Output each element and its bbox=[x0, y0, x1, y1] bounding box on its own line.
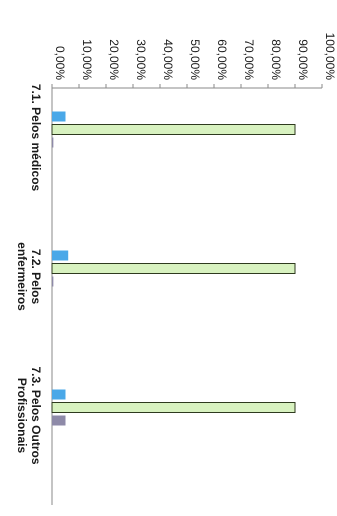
chart-bars bbox=[51, 111, 296, 426]
value-tick-labels: 0,00% 10,00% 20,00% 30,00% 40,00% 50,00% 60,00… bbox=[53, 33, 337, 81]
value-tick-label: 100,00% bbox=[323, 33, 337, 81]
category-labels: 7.1. Pelos médicos 7.2. Pelosenfermeiros 7… bbox=[15, 84, 43, 465]
value-tick-label: 90,00% bbox=[296, 39, 310, 80]
value-tick-label: 40,00% bbox=[161, 39, 175, 80]
series-blue-bar bbox=[52, 250, 69, 261]
value-tick-label: 60,00% bbox=[215, 39, 229, 80]
value-tick-label: 70,00% bbox=[242, 39, 256, 80]
category-label: 7.1. Pelos médicos bbox=[29, 84, 43, 192]
series-purple-bar bbox=[52, 137, 54, 148]
value-tick-label: 10,00% bbox=[80, 39, 94, 80]
series-green-bar bbox=[51, 124, 296, 135]
series-green-bar bbox=[51, 263, 296, 274]
category-label: 7.3. Pelos OutrosProfissionais bbox=[15, 366, 43, 464]
value-tick-label: 30,00% bbox=[134, 39, 148, 80]
series-purple-bar bbox=[52, 415, 66, 426]
series-green-bar bbox=[51, 402, 296, 413]
value-tick-label: 50,00% bbox=[188, 39, 202, 80]
series-purple-bar bbox=[52, 276, 54, 287]
value-tick-label: 80,00% bbox=[269, 39, 283, 80]
value-tick-label: 0,00% bbox=[53, 46, 67, 80]
series-blue-bar bbox=[52, 389, 66, 400]
series-blue-bar bbox=[52, 111, 66, 122]
category-label: 7.2. Pelosenfermeiros bbox=[15, 242, 43, 311]
value-tick-label: 20,00% bbox=[107, 39, 121, 80]
chart-axes bbox=[51, 84, 323, 505]
